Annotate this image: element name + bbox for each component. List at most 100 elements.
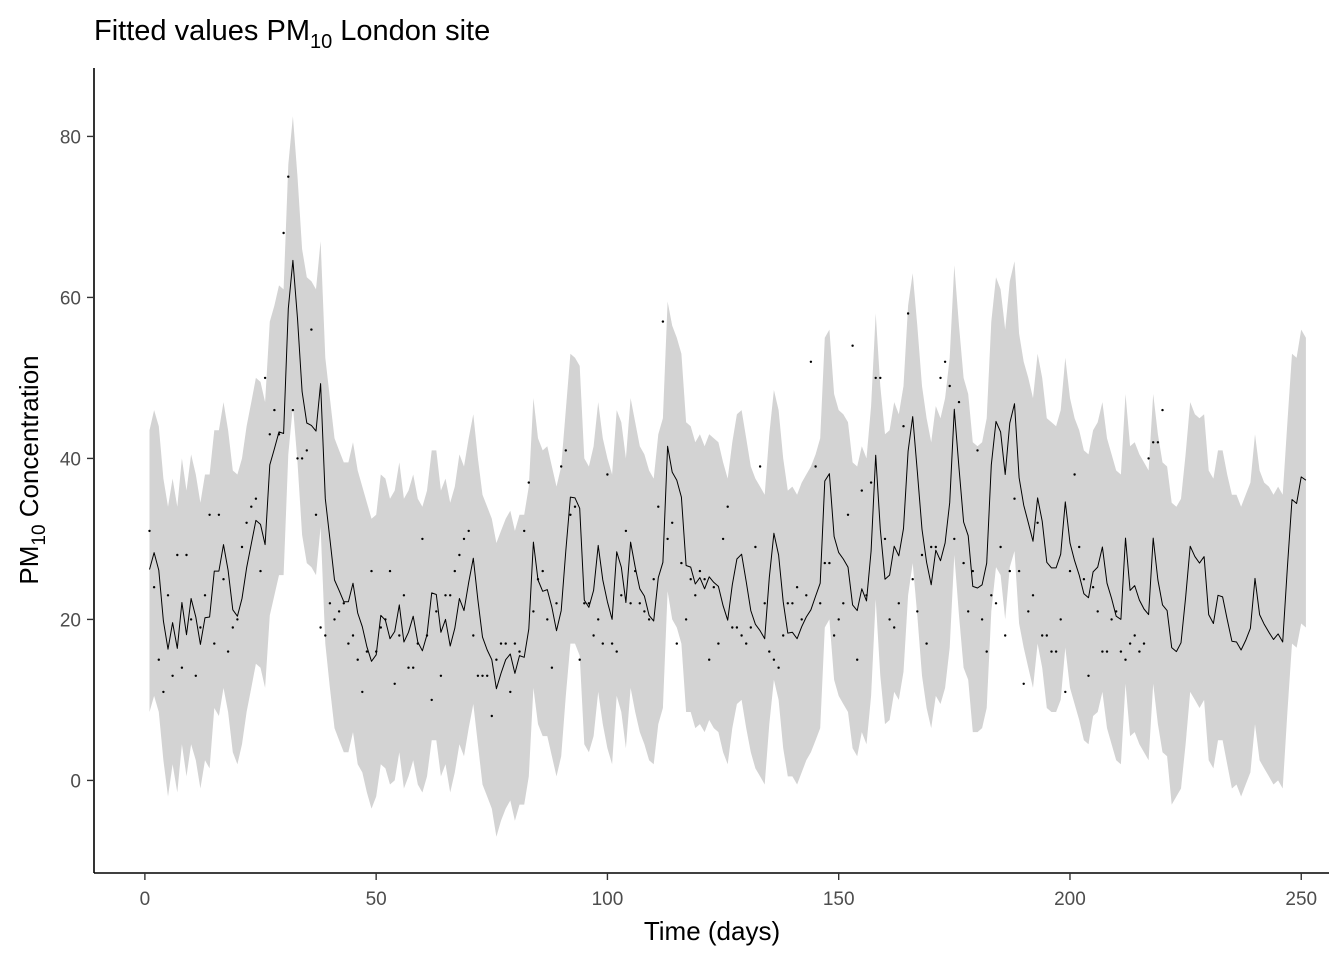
observed-point <box>643 610 646 613</box>
y-tick-label: 0 <box>70 771 81 792</box>
observed-point <box>148 529 151 533</box>
observed-point <box>925 642 928 645</box>
observed-point <box>189 618 193 621</box>
y-tick-label: 20 <box>60 610 81 631</box>
x-axis-title: Time (days) <box>644 916 780 946</box>
observed-point <box>1156 441 1160 444</box>
observed-point <box>291 408 295 412</box>
observed-point <box>208 513 211 516</box>
observed-point <box>800 618 803 621</box>
observed-point <box>1101 650 1104 653</box>
observed-point <box>666 537 669 541</box>
observed-point <box>1124 658 1127 661</box>
observed-point <box>805 594 808 597</box>
observed-point <box>587 602 591 605</box>
observed-points-layer <box>148 175 1164 718</box>
observed-point <box>375 650 378 653</box>
observed-point <box>407 666 410 669</box>
x-tick-label: 250 <box>1285 889 1317 910</box>
observed-point <box>569 513 572 516</box>
observed-point <box>846 513 850 516</box>
observed-point <box>1105 650 1109 653</box>
observed-point <box>994 602 998 605</box>
observed-point <box>680 561 683 565</box>
observed-point <box>402 594 406 597</box>
observed-point <box>421 537 424 541</box>
x-tick-label: 200 <box>1054 889 1086 910</box>
observed-point <box>694 594 697 597</box>
observed-point <box>564 449 567 452</box>
observed-point <box>296 457 299 460</box>
observed-point <box>657 505 660 508</box>
observed-point <box>661 320 665 323</box>
observed-point <box>273 408 276 412</box>
observed-point <box>314 513 318 516</box>
observed-point <box>1133 634 1136 637</box>
observed-point <box>398 634 401 637</box>
observed-point <box>1161 408 1164 412</box>
observed-point <box>462 537 466 541</box>
observed-point <box>536 578 540 581</box>
observed-point <box>962 561 965 565</box>
observed-point <box>943 360 947 363</box>
observed-point <box>795 586 799 589</box>
observed-point <box>342 602 345 605</box>
chart-title-subscript: 10 <box>310 31 332 53</box>
observed-point <box>939 376 942 380</box>
observed-point <box>222 578 225 581</box>
x-tick-label: 150 <box>823 889 855 910</box>
y-tick-label: 40 <box>60 449 81 470</box>
observed-point <box>930 545 933 549</box>
observed-point <box>1068 569 1072 573</box>
observed-point <box>259 569 262 573</box>
observed-point <box>203 594 207 597</box>
observed-point <box>444 594 447 597</box>
observed-point <box>416 642 419 645</box>
observed-point <box>865 594 868 597</box>
observed-point <box>166 594 170 597</box>
observed-point <box>388 569 392 573</box>
observed-point <box>758 465 762 468</box>
observed-point <box>597 618 600 621</box>
x-tick-label: 100 <box>592 889 624 910</box>
observed-point <box>453 569 456 573</box>
observed-point <box>893 626 896 629</box>
observed-point <box>217 513 221 516</box>
observed-point <box>809 360 813 363</box>
observed-point <box>1045 634 1049 637</box>
observed-point <box>449 594 452 597</box>
observed-point <box>1036 521 1039 524</box>
observed-point <box>1008 569 1011 573</box>
observed-point <box>1078 545 1081 549</box>
observed-point <box>213 642 216 645</box>
observed-point <box>851 344 854 347</box>
observed-point <box>263 376 267 380</box>
observed-point <box>157 658 160 661</box>
observed-point <box>721 537 725 541</box>
observed-point <box>689 578 692 581</box>
observed-point <box>620 594 623 597</box>
observed-point <box>365 650 369 653</box>
y-axis-ticks: 0 20 40 60 80 <box>60 127 94 792</box>
observed-point <box>980 618 984 621</box>
observed-point <box>504 642 507 645</box>
observed-point <box>920 553 924 557</box>
observed-point <box>610 642 614 645</box>
observed-point <box>495 658 498 661</box>
observed-point <box>971 569 974 573</box>
observed-point <box>476 674 480 677</box>
observed-point <box>305 449 308 452</box>
observed-point <box>832 634 836 637</box>
fitted-line <box>149 259 1307 690</box>
observed-point <box>749 626 752 629</box>
confidence-band <box>149 116 1306 837</box>
observed-point <box>782 634 785 637</box>
observed-point <box>967 610 970 613</box>
observed-point <box>814 465 817 468</box>
observed-point <box>282 231 285 235</box>
observed-point <box>199 626 202 629</box>
observed-point <box>1017 569 1021 573</box>
observed-point <box>1050 650 1053 653</box>
observed-point <box>976 449 979 452</box>
